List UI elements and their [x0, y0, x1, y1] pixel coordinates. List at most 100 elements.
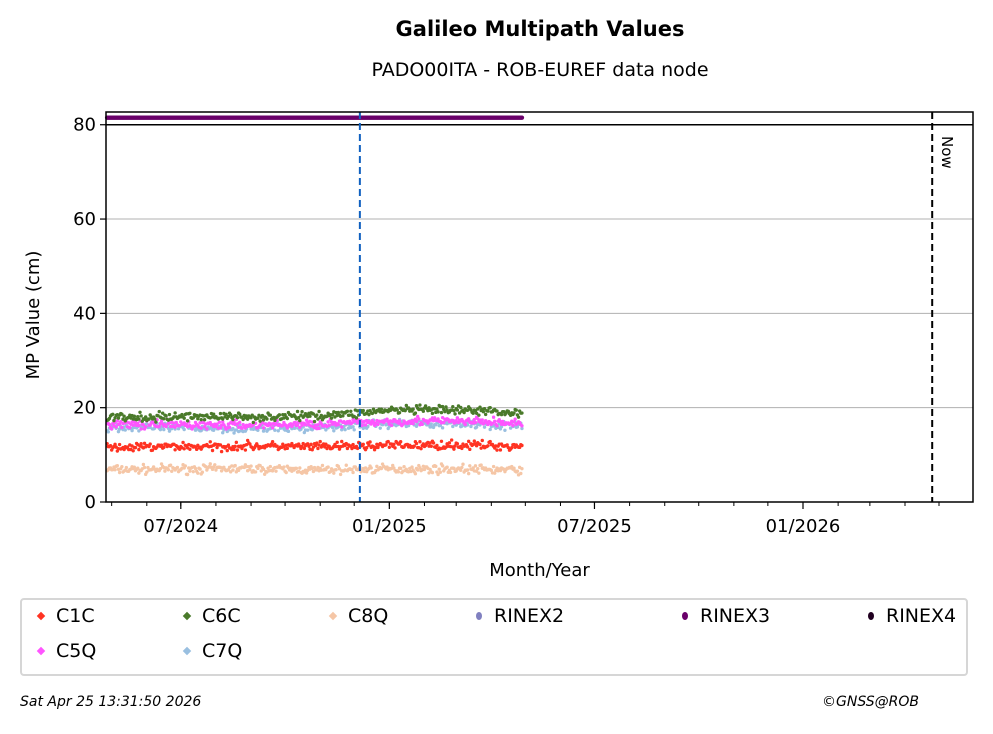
- legend-item-rinex3: RINEX3: [682, 605, 770, 627]
- data-point: [488, 439, 492, 444]
- data-point: [250, 413, 254, 417]
- data-point: [261, 426, 266, 430]
- data-point: [490, 421, 495, 425]
- data-point: [513, 417, 517, 421]
- data-point: [196, 471, 200, 475]
- data-point: [138, 410, 142, 414]
- legend-label: C6C: [202, 605, 241, 627]
- data-point: [108, 443, 113, 448]
- data-point: [511, 423, 515, 428]
- data-point: [139, 427, 143, 431]
- data-point: [315, 441, 319, 445]
- data-point: [435, 407, 439, 411]
- data-point: [465, 468, 470, 472]
- data-point: [448, 470, 453, 475]
- data-point: [115, 463, 120, 468]
- data-point: [162, 445, 166, 450]
- data-point: [477, 471, 481, 475]
- data-point: [340, 425, 344, 429]
- legend-item-c5q: C5Q: [36, 640, 96, 662]
- data-point: [310, 448, 314, 452]
- y-tick-label: 20: [73, 398, 96, 419]
- data-point: [519, 115, 525, 120]
- data-point: [276, 429, 280, 433]
- data-point: [440, 464, 445, 468]
- data-point: [116, 416, 121, 420]
- data-point: [224, 412, 228, 417]
- data-point: [160, 411, 165, 415]
- data-point: [449, 438, 454, 442]
- data-point: [480, 418, 484, 422]
- data-point: [336, 410, 341, 415]
- data-point: [367, 412, 371, 417]
- data-point: [233, 444, 237, 449]
- data-point: [190, 427, 194, 431]
- data-point: [188, 469, 192, 473]
- data-point: [396, 470, 401, 474]
- data-point: [436, 410, 440, 414]
- legend-label: C7Q: [202, 640, 243, 662]
- data-point: [476, 407, 480, 411]
- data-point: [453, 412, 457, 416]
- data-point: [369, 466, 373, 470]
- series-rinex3: [104, 115, 525, 120]
- data-point: [338, 472, 343, 477]
- data-point: [493, 471, 497, 475]
- data-point: [495, 409, 499, 413]
- data-point: [462, 410, 466, 415]
- data-point: [181, 440, 185, 445]
- data-point: [445, 465, 449, 469]
- data-point: [430, 411, 435, 416]
- y-tick-label: 0: [85, 492, 96, 513]
- data-point: [514, 408, 518, 412]
- data-point: [520, 426, 524, 431]
- data-point: [332, 429, 336, 433]
- data-point: [228, 413, 233, 417]
- data-point: [340, 439, 344, 444]
- data-point: [153, 417, 157, 421]
- data-point: [478, 405, 482, 409]
- data-point: [199, 417, 203, 422]
- data-point: [142, 465, 147, 470]
- data-point: [351, 442, 355, 447]
- data-point: [341, 414, 345, 418]
- series-c8q: [105, 462, 524, 477]
- x-tick-label: 07/2024: [143, 516, 218, 537]
- data-point: [515, 469, 520, 473]
- data-point: [435, 443, 439, 448]
- series-c6c: [105, 403, 524, 425]
- data-point: [418, 439, 422, 444]
- data-point: [413, 411, 418, 415]
- data-point: [472, 417, 477, 422]
- data-point: [440, 426, 445, 430]
- data-point: [379, 407, 384, 411]
- data-point: [445, 408, 449, 412]
- data-point: [460, 465, 464, 470]
- now-label: Now: [938, 136, 956, 169]
- data-point: [208, 462, 212, 466]
- data-point: [420, 422, 424, 427]
- data-point: [251, 420, 256, 425]
- data-point: [461, 462, 465, 466]
- data-point: [510, 445, 514, 450]
- data-point: [167, 412, 172, 417]
- data-point: [391, 463, 395, 468]
- data-point: [256, 466, 260, 471]
- footer-copyright: ©GNSS@ROB: [822, 694, 919, 710]
- data-point: [431, 441, 436, 445]
- data-point: [327, 423, 331, 428]
- data-point: [157, 409, 161, 414]
- data-point: [465, 408, 470, 413]
- data-point: [414, 419, 419, 424]
- data-point: [120, 412, 124, 416]
- data-point: [465, 445, 470, 449]
- data-point: [154, 420, 158, 424]
- data-point: [354, 416, 359, 420]
- data-point: [234, 440, 239, 445]
- data-point: [262, 472, 267, 476]
- data-point: [434, 423, 438, 427]
- data-point: [294, 466, 299, 471]
- data-point: [451, 405, 455, 409]
- data-point: [402, 464, 406, 469]
- data-point: [439, 410, 444, 415]
